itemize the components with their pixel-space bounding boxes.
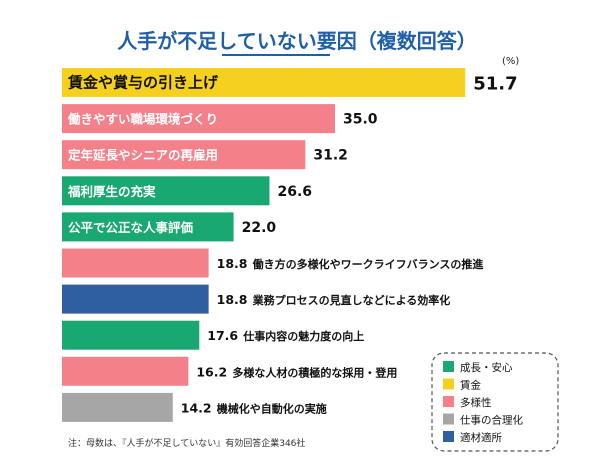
legend-box [431,352,559,452]
footnote: 注：母数は、『人手が不足していない』有効回答企業346社 [68,437,305,449]
bars: 賃金や賞与の引き上げ 51.7 働きやすい職場環境づくり 35.0 定年延長やシニアの再… [62,68,518,422]
bar-group: 16.2 多様な人材の積極的な採用・登用 [62,356,397,386]
bar-group: 公平で公正な人事評価 22.0 [62,212,277,242]
bar-group: 福利厚生の充実 26.6 [62,176,312,206]
bar [62,284,209,314]
bar [62,104,335,134]
bar-group: 18.8 働き方の多様化やワークライフバランスの推進 [62,248,485,278]
value-label: 26.6 [277,184,312,200]
bar-group: 定年延長やシニアの再雇用 31.2 [62,140,348,170]
bar [62,212,234,242]
legend-swatch [443,396,454,407]
bar-label: 公平で公正な人事評価 [68,220,194,235]
value-label: 51.7 [473,74,517,95]
value-label: 22.0 [242,220,277,236]
legend-item: 仕事の合理化 [460,414,523,427]
legend-item: 多様性 [460,396,492,409]
bar-label: 多様な人材の積極的な採用・登用 [232,365,397,379]
value-label: 18.8 [217,256,248,271]
bar-group: 14.2 機械化や自動化の実施 [62,392,327,422]
value-label: 14.2 [181,400,212,415]
bar-group: 賃金や賞与の引き上げ 51.7 [62,68,518,97]
bar-group: 働きやすい職場環境づくり 35.0 [62,104,378,134]
legend-item: 成長・安心 [460,361,513,374]
value-label: 31.2 [313,148,348,164]
bar [62,140,306,170]
legend-swatch [443,361,454,372]
bar-label: 業務プロセスの見直しなどによる効率化 [252,293,451,307]
legend-swatch [443,378,454,390]
bar-label: 定年延長やシニアの再雇用 [67,148,218,163]
value-label: 18.8 [217,292,248,307]
bar-label: 働きやすい職場環境づくり [67,112,218,127]
legend-swatch [443,431,454,442]
unit-label: (%) [502,56,519,67]
bar-group: 17.6 仕事内容の魅力度の向上 [62,320,364,350]
value-label: 35.0 [343,112,378,128]
legend-item: 適材適所 [460,431,502,444]
bar [62,392,173,422]
bar-label: 賃金や賞与の引き上げ [67,74,219,92]
bar-label: 福利厚生の充実 [67,184,156,199]
value-label: 16.2 [196,364,227,379]
bar [62,176,270,206]
bar-label: 機械化や自動化の実施 [217,401,327,415]
bar [62,68,466,97]
value-label: 17.6 [207,328,238,343]
bar-label: 仕事内容の魅力度の向上 [242,329,364,343]
legend-item: 賃金 [460,379,481,392]
legend-swatch [443,413,454,425]
bar [62,320,200,350]
chart-title: 人手が不足していない要因（複数回答） [117,29,476,53]
bar-group: 18.8 業務プロセスの見直しなどによる効率化 [62,284,451,314]
bar [62,356,189,386]
bar [62,248,209,278]
bar-label: 働き方の多様化やワークライフバランスの推進 [252,257,485,271]
